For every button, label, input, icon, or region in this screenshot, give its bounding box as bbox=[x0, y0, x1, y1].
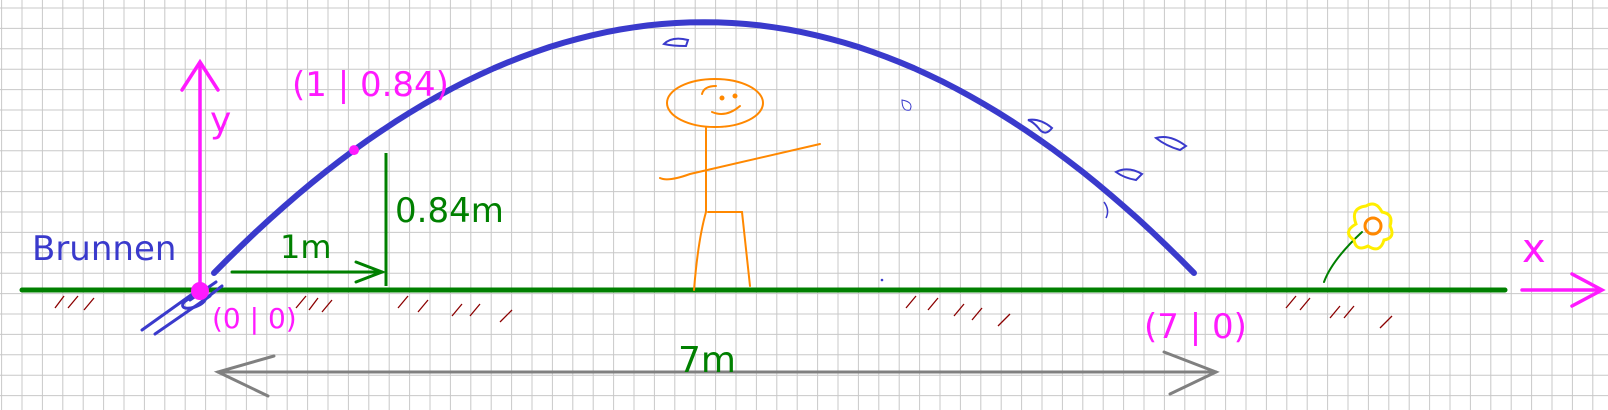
width-dimension-arrowhead bbox=[354, 260, 387, 284]
point-1-label: (1 | 0.84) bbox=[292, 65, 449, 105]
grass-tuft bbox=[397, 295, 513, 323]
point-marker-1 bbox=[349, 145, 359, 156]
y-axis bbox=[180, 58, 220, 292]
person-eyebrow bbox=[701, 85, 717, 95]
grass-tufts bbox=[54, 295, 1393, 329]
grass-tuft bbox=[905, 295, 1011, 327]
water-droplet bbox=[901, 99, 912, 111]
water-droplet bbox=[1027, 118, 1054, 134]
span-dimension-arrow bbox=[213, 350, 1220, 398]
person-eye bbox=[719, 95, 725, 101]
span-dimension-arrowhead-left bbox=[213, 354, 276, 398]
width-dimension-arrow bbox=[230, 260, 387, 284]
flower-stem bbox=[1323, 231, 1363, 283]
water-droplet bbox=[662, 37, 690, 48]
stick-figure-person bbox=[659, 78, 821, 291]
flower bbox=[1323, 202, 1394, 283]
water-arc bbox=[211, 19, 1197, 276]
grass-tuft bbox=[54, 295, 95, 311]
water-droplets bbox=[662, 37, 1188, 219]
person-body-left-leg bbox=[693, 127, 707, 291]
grass-tuft bbox=[295, 295, 333, 313]
person-mouth bbox=[711, 105, 741, 115]
fountain-label: Brunnen bbox=[32, 229, 176, 269]
origin-label: (0 | 0) bbox=[212, 302, 297, 335]
water-droplet bbox=[1153, 136, 1188, 152]
person-head bbox=[666, 78, 764, 128]
water-droplet bbox=[1103, 201, 1109, 219]
nozzle-pipe bbox=[140, 280, 224, 336]
person-right-leg bbox=[707, 211, 751, 287]
span-dimension-arrowhead-right bbox=[1162, 350, 1220, 396]
ground-dot bbox=[880, 278, 884, 282]
y-axis-label: y bbox=[210, 100, 231, 141]
x-axis-label: x bbox=[1522, 226, 1546, 272]
x-axis bbox=[1520, 272, 1606, 308]
flower-petals bbox=[1347, 202, 1394, 251]
width-dimension-label: 1m bbox=[280, 228, 332, 266]
water-droplet bbox=[1114, 168, 1144, 182]
span-dimension-label: 7m bbox=[678, 340, 736, 381]
grass-tuft bbox=[1285, 295, 1393, 329]
end-point-label: (7 | 0) bbox=[1144, 307, 1247, 347]
origin-marker bbox=[191, 282, 209, 300]
y-axis-arrowhead bbox=[180, 58, 220, 92]
flower-center bbox=[1363, 216, 1383, 236]
height-dimension-label: 0.84m bbox=[395, 191, 504, 231]
x-axis-arrowhead bbox=[1570, 272, 1606, 308]
person-arm bbox=[659, 143, 821, 181]
person-eye bbox=[732, 93, 738, 99]
